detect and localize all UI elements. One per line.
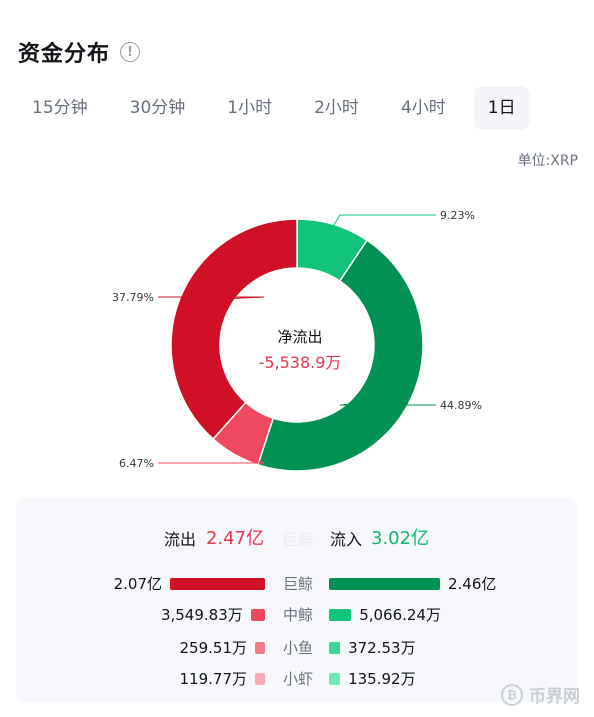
watermark-text: 币界网 [529, 687, 580, 707]
donut-slice [170, 218, 298, 441]
slice-percent-label: 37.79% [112, 291, 154, 304]
info-icon[interactable]: ! [120, 42, 141, 62]
outflow-bar [255, 642, 265, 654]
outflow-value: 3,549.83万 [160, 606, 243, 624]
donut-chart: 9.23% 44.89% 6.47% 37.79% [112, 209, 482, 472]
outflow-value: 259.51万 [179, 639, 248, 657]
inflow-value: 372.53万 [348, 639, 416, 657]
category-label: 巨鲸 [282, 575, 313, 593]
outflow-bar [170, 578, 265, 590]
slice-leader-line [339, 398, 436, 406]
page-title: 资金分布 [18, 42, 111, 67]
category-label: 小鱼 [282, 639, 313, 657]
outflow-value: 119.77万 [179, 670, 248, 688]
category-label: 小虾 [282, 670, 313, 688]
donut-slice [257, 239, 424, 472]
tab-15m[interactable]: 15分钟 [32, 98, 88, 118]
outflow-label: 流出 [164, 530, 197, 549]
inflow-value: 135.92万 [348, 670, 416, 688]
slice-leader-line [158, 296, 265, 302]
watermark: ₿ 币界网 [501, 682, 580, 707]
inflow-value: 5,066.24万 [359, 606, 441, 624]
breakdown-row: 3,549.83万 中鲸 5,066.24万 [0, 603, 594, 627]
inflow-bar [329, 642, 341, 654]
breakdown-row: 2.07亿 巨鲸 2.46亿 [0, 572, 594, 596]
slice-percent-label: 6.47% [119, 457, 154, 470]
breakdown-row: 259.51万 小鱼 372.53万 [0, 636, 594, 660]
inflow-total: 3.02亿 [371, 528, 430, 549]
inflow-bar [329, 578, 440, 590]
tab-30m[interactable]: 30分钟 [129, 98, 186, 118]
inflow-bar [329, 673, 341, 685]
breakdown-row: 119.77万 小虾 135.92万 [0, 667, 594, 691]
outflow-total: 2.47亿 [206, 528, 265, 549]
tab-4h[interactable]: 4小时 [400, 98, 446, 118]
title-row: 资金分布 ! [18, 36, 141, 68]
inflow-value: 2.46亿 [448, 575, 497, 593]
inflow-bar [329, 609, 352, 621]
net-flow-value: -5,538.9万 [258, 353, 342, 372]
bitcoin-icon: ₿ [501, 683, 523, 706]
tab-1h[interactable]: 1小时 [227, 98, 273, 118]
faded-label: 巨鲸 [282, 530, 315, 549]
tab-2h[interactable]: 2小时 [314, 98, 359, 118]
tab-1d[interactable]: 1日 [473, 86, 530, 130]
slice-leader-line [158, 452, 265, 464]
slice-percent-label: 44.89% [440, 399, 482, 412]
outflow-bar [250, 609, 265, 621]
flow-summary: 流出 2.47亿 巨鲸 流入 3.02亿 [0, 526, 594, 550]
time-range-tabs: 15分钟 30分钟 1小时 2小时 4小时 1日 [18, 86, 544, 130]
slice-leader-line [332, 214, 436, 227]
category-label: 中鲸 [282, 606, 313, 624]
flow-breakdown-panel [16, 498, 578, 703]
slice-percent-label: 9.23% [440, 209, 475, 222]
net-flow-label: 净流出 [277, 328, 323, 346]
inflow-label: 流入 [330, 530, 363, 549]
outflow-bar [255, 673, 265, 685]
unit-label: 单位:XRP [517, 153, 578, 169]
outflow-value: 2.07亿 [113, 575, 162, 593]
